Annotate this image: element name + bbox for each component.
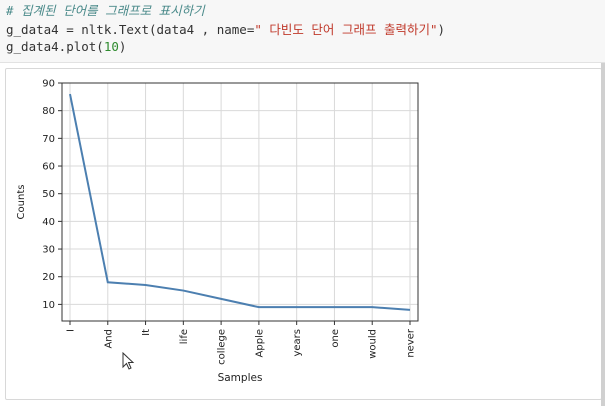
y-ticks: 10 20 30 40 50 60 70 80 90 xyxy=(42,79,62,311)
grid-layer xyxy=(62,82,418,321)
x-tick-label: college xyxy=(217,329,228,365)
plot-area xyxy=(61,82,419,322)
series-line xyxy=(69,93,411,311)
output-frame xyxy=(5,68,602,400)
code-line2-prefix: g_data4 = nltk.Text(data4 , name= xyxy=(6,22,255,37)
output-area xyxy=(0,63,605,406)
y-tick-label: 90 xyxy=(42,79,55,90)
y-tick-label: 40 xyxy=(42,217,55,228)
x-axis-label: Samples xyxy=(218,372,263,384)
code-line-plot: g_data4.plot(10) xyxy=(6,39,126,55)
scrollbar[interactable] xyxy=(601,63,605,406)
y-tick-label: 10 xyxy=(42,300,55,311)
code-line2-suffix: ) xyxy=(437,22,446,37)
code-comment-line: # 집계된 단어를 그래프로 표시하기 xyxy=(6,3,205,18)
x-tick-label: years xyxy=(292,329,303,357)
code-line-text: g_data4 = nltk.Text(data4 , name=" 다빈도 단… xyxy=(6,22,445,38)
code-cell[interactable]: # 집계된 단어를 그래프로 표시하기 g_data4 = nltk.Text(… xyxy=(0,0,605,63)
x-tick-label: one xyxy=(330,329,341,348)
y-tick-label: 30 xyxy=(42,245,55,256)
x-tick-label: And xyxy=(103,329,114,349)
x-ticks: I And It life college Apple years one would never xyxy=(66,321,417,365)
y-tick-label: 80 xyxy=(42,106,55,117)
x-tick-label: would xyxy=(368,329,379,359)
x-tick-label: Apple xyxy=(254,329,265,357)
code-line3-suffix: ) xyxy=(118,39,127,54)
x-tick-label: It xyxy=(141,329,152,336)
x-tick-label: never xyxy=(406,328,417,358)
x-tick-label: life xyxy=(179,329,190,344)
code-line2-string: " 다빈도 단어 그래프 출력하기" xyxy=(254,22,438,37)
y-tick-label: 70 xyxy=(42,134,55,145)
code-line3-number: 10 xyxy=(103,39,119,54)
y-axis-label: Counts xyxy=(16,185,27,220)
code-line3-prefix: g_data4.plot( xyxy=(6,39,104,54)
mouse-cursor-icon xyxy=(122,352,135,370)
y-tick-label: 60 xyxy=(42,162,55,173)
x-tick-label: I xyxy=(66,329,77,332)
y-tick-label: 50 xyxy=(42,189,55,200)
y-tick-label: 20 xyxy=(42,272,55,283)
